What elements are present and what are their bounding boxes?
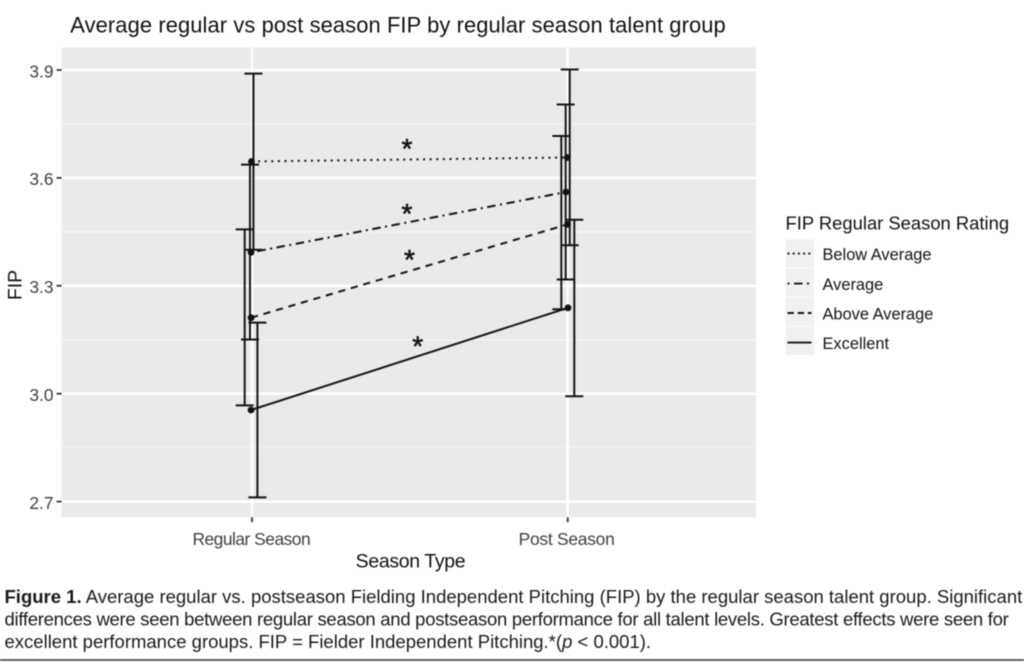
svg-text:Season Type: Season Type — [356, 550, 466, 572]
svg-text:*: * — [412, 331, 423, 362]
svg-text:excellent performance groups.: excellent performance groups. FIP = Fiel… — [5, 631, 652, 652]
svg-text:FIP: FIP — [5, 270, 27, 300]
svg-text:Below Average: Below Average — [823, 246, 932, 264]
svg-text:*: * — [402, 133, 413, 164]
svg-text:3.3: 3.3 — [29, 277, 53, 297]
svg-text:Excellent: Excellent — [823, 335, 890, 353]
svg-text:3.6: 3.6 — [29, 169, 53, 189]
svg-text:Figure 1. Average regular vs.: Figure 1. Average regular vs. postseason… — [5, 586, 1023, 607]
svg-text:3.9: 3.9 — [29, 61, 53, 81]
svg-text:differences were seen between: differences were seen between regular se… — [5, 608, 1009, 629]
svg-text:FIP Regular Season Rating: FIP Regular Season Rating — [786, 213, 1010, 234]
svg-text:Above Average: Above Average — [823, 305, 934, 323]
svg-text:*: * — [404, 244, 415, 275]
svg-text:Regular Season: Regular Season — [192, 529, 310, 549]
svg-text:Post Season: Post Season — [519, 529, 615, 549]
svg-text:3.0: 3.0 — [29, 385, 53, 405]
svg-text:Average regular vs post seaso: Average regular vs post season FIP by re… — [70, 12, 726, 37]
svg-text:Average: Average — [823, 276, 884, 294]
svg-text:*: * — [402, 198, 413, 229]
svg-text:2.7: 2.7 — [29, 493, 53, 513]
